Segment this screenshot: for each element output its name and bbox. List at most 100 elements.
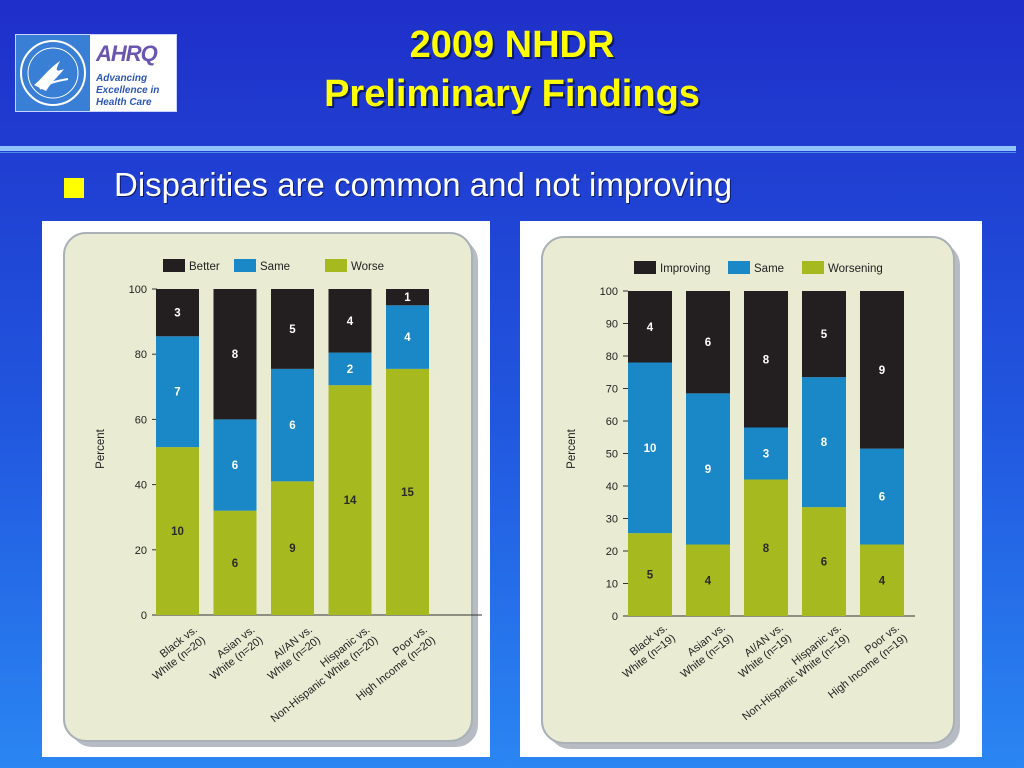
y-tick-label: 90 xyxy=(606,319,618,331)
bar-count-label: 5 xyxy=(289,324,296,336)
ahrq-logo: AHRQ Advancing Excellence in Health Care xyxy=(15,34,177,112)
bar-count-label: 10 xyxy=(644,443,657,455)
chart-panel-quality: Better Same Worse 0 20 40 60 80 100 Percent 10 7 3 Bl… xyxy=(42,221,490,757)
bar-segment-better xyxy=(328,289,372,353)
bar-count-label: 6 xyxy=(705,337,711,349)
bar-segment-same xyxy=(686,393,730,545)
bar-segment-better xyxy=(386,289,429,306)
bullet-text: Disparities are common and not improving xyxy=(114,166,733,203)
bar-segment-improving xyxy=(860,291,904,449)
bar-segment-improving xyxy=(628,291,672,363)
bar-count-label: 5 xyxy=(821,329,828,341)
bar-count-label: 5 xyxy=(647,570,654,582)
title-divider xyxy=(0,146,1016,151)
bar-segment-same xyxy=(328,352,372,386)
bar-segment-worse xyxy=(213,510,257,615)
y-tick-label: 0 xyxy=(612,611,618,623)
bar-segment-better xyxy=(156,289,199,337)
bar-count-label: 9 xyxy=(705,464,711,476)
y-tick-label: 40 xyxy=(606,481,618,493)
slide-title-line1: 2009 NHDR xyxy=(409,24,615,66)
bar-segment-worsening xyxy=(860,544,904,616)
y-tick-label: 20 xyxy=(135,545,147,557)
ahrq-tagline: Advancing Excellence in Health Care xyxy=(96,73,160,108)
y-tick-label: 20 xyxy=(606,546,618,558)
legend-swatch-same xyxy=(234,259,256,272)
y-tick-label: 100 xyxy=(600,286,618,298)
bar-segment-same xyxy=(744,427,788,480)
bar-segment-worsening xyxy=(744,479,788,616)
bar-count-label: 6 xyxy=(232,558,238,570)
bar-count-label: 9 xyxy=(289,543,295,555)
y-tick-label: 80 xyxy=(135,349,147,361)
stacked-bar-chart-quality: Better Same Worse020406080100Percent1073Bl… xyxy=(63,232,482,747)
bar-segment-worsening xyxy=(802,507,846,616)
legend-label-worsening: Worsening xyxy=(828,263,883,275)
slide-title-line2: Preliminary Findings xyxy=(324,73,700,115)
bar-segment-improving xyxy=(686,291,730,394)
bar-segment-worsening xyxy=(628,533,672,616)
legend-swatch-same xyxy=(728,261,750,274)
legend-swatch-better xyxy=(163,259,185,272)
eagle-icon xyxy=(20,40,86,106)
bar-count-label: 4 xyxy=(879,575,886,587)
bar-count-label: 15 xyxy=(401,487,414,499)
y-tick-label: 60 xyxy=(606,416,618,428)
bar-segment-worse xyxy=(156,447,199,615)
bar-segment-better xyxy=(271,289,314,369)
bar-segment-better xyxy=(213,289,257,420)
ahrq-wordmark: AHRQ xyxy=(96,41,158,66)
bar-segment-same xyxy=(386,305,429,369)
bar-count-label: 6 xyxy=(289,420,295,432)
bar-segment-same xyxy=(271,368,314,482)
bar-count-label: 1 xyxy=(404,292,411,304)
bar-count-label: 2 xyxy=(347,364,353,376)
chart-panel-trend: Improving Same Worsening 0 10 20 30 40 50 60 70 80 9… xyxy=(520,221,982,757)
bar-segment-worse xyxy=(386,368,429,615)
bar-segment-same xyxy=(802,377,846,508)
bar-count-label: 3 xyxy=(763,449,769,461)
y-tick-label: 10 xyxy=(606,579,618,591)
bar-count-label: 7 xyxy=(174,387,180,399)
legend-label-same: Same xyxy=(754,263,784,275)
bar-count-label: 8 xyxy=(763,354,770,366)
y-tick-label: 40 xyxy=(135,480,147,492)
bar-count-label: 6 xyxy=(232,460,238,472)
legend-swatch-worsening xyxy=(802,261,824,274)
bar-segment-same xyxy=(628,362,672,534)
legend-label-better: Better xyxy=(189,261,220,273)
bar-count-label: 4 xyxy=(347,316,354,328)
bar-count-label: 3 xyxy=(174,308,180,320)
bar-count-label: 6 xyxy=(821,557,827,569)
bar-count-label: 8 xyxy=(232,349,239,361)
stacked-bar-chart-trend: Improving Same Worsening 0 10 20 30 40 50 60 70 80 9… xyxy=(541,236,960,749)
bar-count-label: 6 xyxy=(879,492,885,504)
y-tick-label: 0 xyxy=(141,610,147,622)
legend-label-worse: Worse xyxy=(351,261,384,273)
legend-label-improving: Improving xyxy=(660,263,711,275)
bar-segment-worse xyxy=(328,385,372,615)
bar-count-label: 8 xyxy=(821,437,828,449)
y-tick-label: 50 xyxy=(606,449,618,461)
y-axis-title: Percent xyxy=(566,428,578,468)
y-tick-label: 80 xyxy=(606,351,618,363)
y-axis-title: Percent xyxy=(95,428,107,468)
legend-label-same: Same xyxy=(260,261,290,273)
y-tick-label: 60 xyxy=(135,414,147,426)
bullet-square-icon xyxy=(64,178,84,198)
bar-count-label: 10 xyxy=(171,526,184,538)
bar-segment-improving xyxy=(802,291,846,378)
bar-count-label: 4 xyxy=(404,332,411,344)
y-tick-label: 30 xyxy=(606,514,618,526)
bar-count-label: 8 xyxy=(763,543,770,555)
y-tick-label: 100 xyxy=(129,284,147,296)
hhs-seal xyxy=(16,35,90,111)
y-tick-label: 70 xyxy=(606,384,618,396)
bar-count-label: 14 xyxy=(344,495,357,507)
bar-segment-worsening xyxy=(686,544,730,616)
bar-segment-same xyxy=(213,419,257,511)
bar-count-label: 4 xyxy=(705,575,712,587)
bar-segment-improving xyxy=(744,291,788,428)
bar-count-label: 4 xyxy=(647,322,654,334)
legend-swatch-improving xyxy=(634,261,656,274)
